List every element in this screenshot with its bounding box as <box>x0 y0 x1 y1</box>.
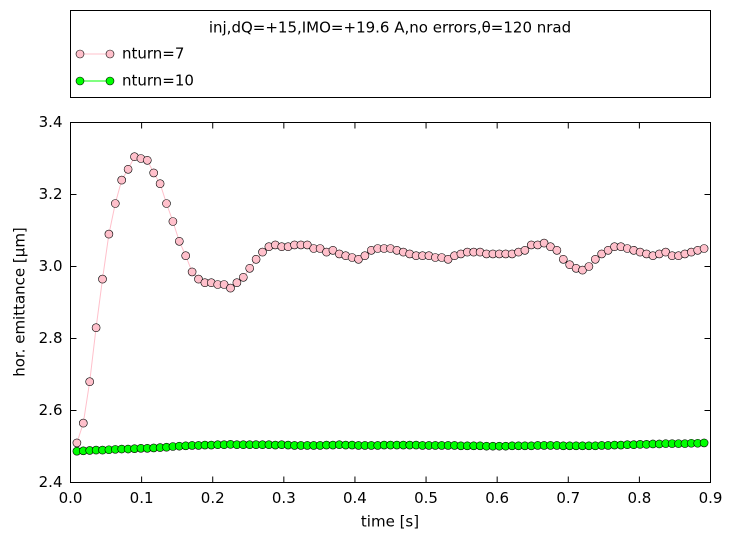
data-point <box>597 249 607 259</box>
y-tick-label: 2.8 <box>39 329 63 347</box>
plot-frame <box>70 122 711 483</box>
data-point <box>117 175 126 185</box>
x-tick-label: 0.4 <box>343 489 367 507</box>
x-tick-label: 0.9 <box>699 489 723 507</box>
legend-marker <box>75 49 85 59</box>
legend-box <box>70 10 711 98</box>
data-point <box>162 199 171 208</box>
y-tick-label: 3.2 <box>39 185 63 203</box>
data-point <box>539 238 549 248</box>
y-tick-label: 3.0 <box>39 257 63 275</box>
legend-marker <box>105 49 115 59</box>
data-point <box>194 274 203 284</box>
x-tick-label: 0.5 <box>414 489 438 507</box>
data-point <box>149 168 158 178</box>
data-point <box>98 274 107 284</box>
data-point <box>315 244 325 253</box>
x-tick-label: 0.8 <box>627 489 651 507</box>
data-point <box>578 265 587 275</box>
y-tick-label: 2.6 <box>39 401 63 419</box>
data-point <box>111 199 120 208</box>
data-point <box>123 165 133 174</box>
x-axis-label: time [s] <box>361 513 419 531</box>
series-line <box>76 156 705 444</box>
y-tick-label: 2.4 <box>39 473 63 491</box>
data-point <box>168 217 178 226</box>
y-tick-label: 3.4 <box>39 113 63 131</box>
data-point <box>258 247 267 257</box>
legend-marker <box>105 76 115 86</box>
data-point <box>552 246 562 255</box>
y-axis-label: hor. emittance [μm] <box>11 227 29 377</box>
chart-title: inj,dQ=+15,IMO=+19.6 A,no errors,θ=120 n… <box>209 19 571 37</box>
data-point <box>104 229 114 239</box>
data-point <box>443 254 453 264</box>
data-point <box>219 280 229 289</box>
x-tick-label: 0.0 <box>59 489 83 507</box>
data-point <box>251 254 261 264</box>
data-point <box>328 246 338 255</box>
data-point <box>302 240 312 250</box>
data-point <box>245 263 254 273</box>
data-point <box>584 262 594 271</box>
x-tick-label: 0.2 <box>201 489 225 507</box>
legend-label: nturn=7 <box>122 45 184 63</box>
data-point <box>661 247 671 257</box>
data-point <box>565 260 575 270</box>
data-point <box>558 254 568 264</box>
data-point <box>590 254 600 264</box>
x-tick-label: 0.6 <box>485 489 509 507</box>
data-point <box>232 278 242 288</box>
legend-marker <box>75 76 85 86</box>
data-point <box>546 242 555 251</box>
data-point <box>699 244 709 253</box>
data-point <box>155 179 165 188</box>
data-point <box>181 251 190 260</box>
x-tick-label: 0.1 <box>130 489 154 507</box>
legend-label: nturn=10 <box>122 72 194 90</box>
data-point <box>354 254 363 264</box>
data-point <box>143 156 152 165</box>
data-point <box>699 438 709 448</box>
data-point <box>239 272 248 282</box>
data-point <box>187 267 197 277</box>
data-point <box>72 438 82 448</box>
data-point <box>79 418 88 428</box>
data-point <box>360 251 370 260</box>
data-point <box>91 323 101 333</box>
data-point <box>175 237 184 246</box>
x-tick-label: 0.3 <box>272 489 296 507</box>
data-point <box>520 246 530 255</box>
data-point <box>85 377 94 387</box>
data-point <box>603 246 613 255</box>
x-tick-label: 0.7 <box>556 489 580 507</box>
data-point <box>226 283 235 293</box>
